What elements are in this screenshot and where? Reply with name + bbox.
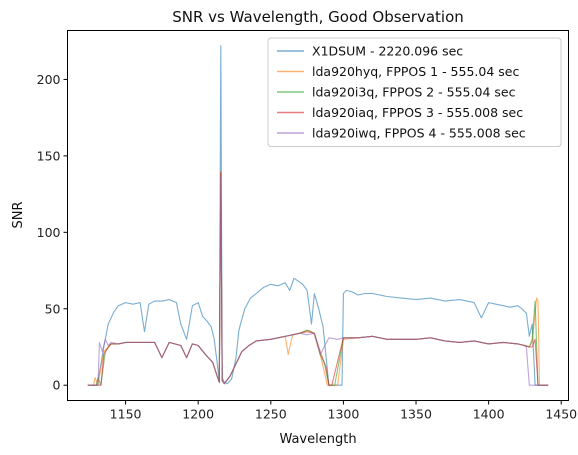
- x-tick-label: 1150: [110, 407, 142, 422]
- legend-entry: X1DSUM - 2220.096 sec: [312, 44, 463, 59]
- y-axis-label: SNR: [11, 201, 26, 228]
- y-tick-label: 150: [37, 148, 61, 163]
- plot-series: [87, 45, 549, 386]
- legend: X1DSUM - 2220.096 sec lda920hyq, FPPOS 1 …: [267, 37, 562, 147]
- legend-entry: lda920iwq, FPPOS 4 - 555.008 sec: [312, 126, 526, 141]
- legend-entry: lda920i3q, FPPOS 2 - 555.04 sec: [312, 85, 516, 100]
- x-axis: 1150 1200 1250 1300 1350 1400 1450: [110, 400, 577, 422]
- y-tick-label: 0: [53, 378, 61, 393]
- series-line-1: [87, 45, 549, 386]
- series-line-3: [87, 173, 549, 386]
- y-tick-label: 200: [37, 72, 61, 87]
- x-tick-label: 1350: [400, 407, 432, 422]
- x-tick-label: 1450: [545, 407, 577, 422]
- chart-title: SNR vs Wavelength, Good Observation: [172, 8, 464, 26]
- y-tick-label: 100: [37, 225, 61, 240]
- series-line-4: [87, 172, 549, 386]
- legend-entry: lda920hyq, FPPOS 1 - 555.04 sec: [312, 64, 519, 79]
- x-tick-label: 1200: [182, 407, 214, 422]
- x-axis-label: Wavelength: [279, 432, 356, 447]
- x-tick-label: 1300: [328, 407, 360, 422]
- series-line-5: [87, 175, 549, 386]
- plot-frame: [67, 30, 569, 401]
- x-tick-label: 1400: [473, 407, 505, 422]
- y-tick-label: 50: [45, 301, 61, 316]
- series-line-2: [87, 170, 549, 386]
- y-axis: 0 50 100 150 200: [37, 72, 68, 393]
- x-tick-label: 1250: [255, 407, 287, 422]
- legend-entry: lda920iaq, FPPOS 3 - 555.008 sec: [312, 105, 523, 120]
- legend-box: [267, 37, 562, 147]
